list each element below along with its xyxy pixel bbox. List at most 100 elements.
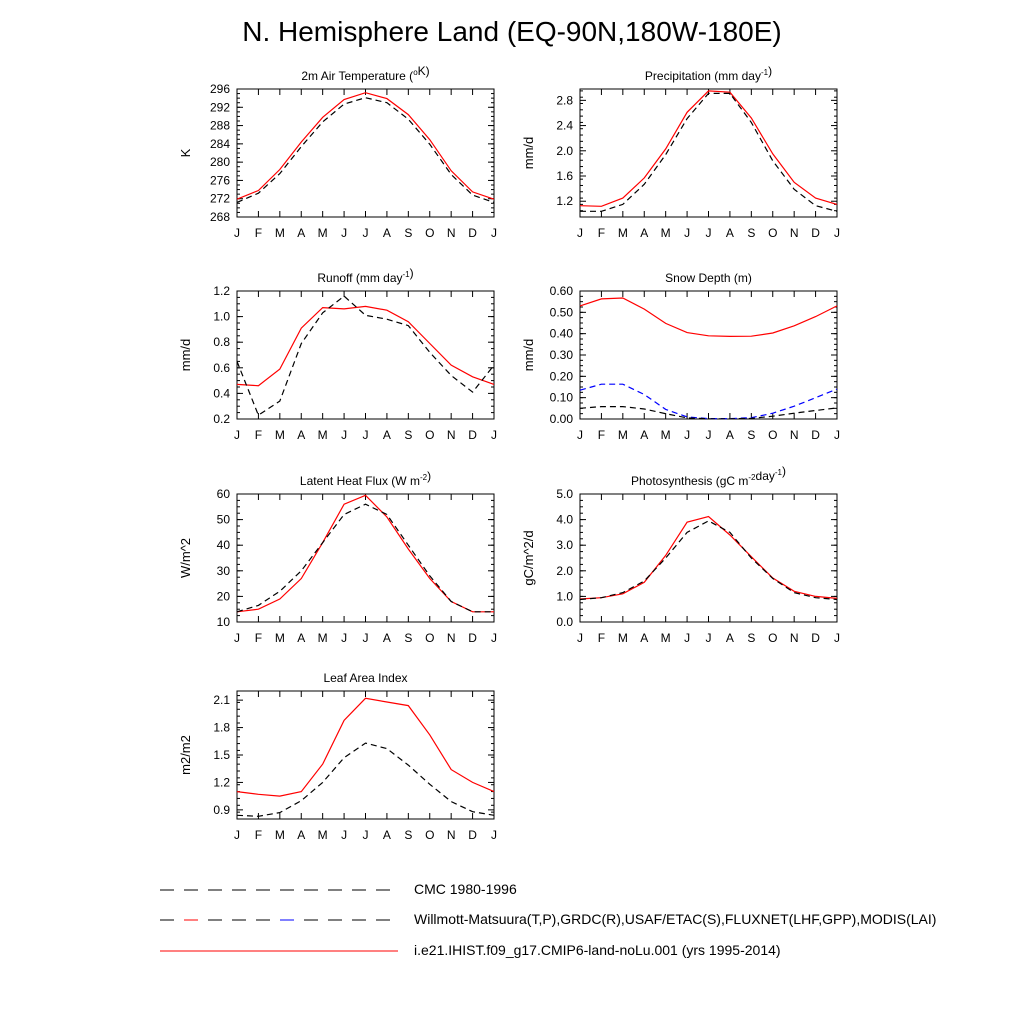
y-tick-label: 296 bbox=[210, 82, 230, 96]
x-tick-label: M bbox=[661, 226, 671, 240]
series-line-1 bbox=[236, 503, 494, 613]
y-tick-label: 3.0 bbox=[556, 538, 573, 552]
x-tick-label: O bbox=[425, 226, 434, 240]
chart-panel-5: J F M A M J J A S O N D J0.01.02.03.04.05.0gC/m^2/dP… bbox=[521, 464, 840, 645]
x-tick-label: O bbox=[425, 828, 434, 842]
y-tick-label: 288 bbox=[210, 119, 230, 133]
y-tick-label: 1.2 bbox=[556, 194, 573, 208]
series-line-0 bbox=[579, 515, 838, 600]
x-tick-label: D bbox=[811, 428, 820, 442]
legend-swatch-cmc bbox=[160, 889, 390, 891]
x-tick-label: M bbox=[318, 226, 328, 240]
x-tick-label: A bbox=[640, 226, 648, 240]
y-tick-label: 2.4 bbox=[556, 119, 573, 133]
x-tick-label: D bbox=[468, 631, 477, 645]
y-axis-label: m2/m2 bbox=[178, 735, 193, 775]
series-line-0 bbox=[236, 92, 495, 200]
x-tick-label: F bbox=[598, 226, 605, 240]
x-tick-label: J bbox=[234, 428, 240, 442]
y-tick-label: 0.50 bbox=[550, 305, 574, 319]
chart-panel-2: J F M A M J J A S O N D J0.20.40.60.81.01.2mm/dRunof… bbox=[178, 266, 497, 442]
chart-panel-3: J F M A M J J A S O N D J0.000.100.200.300.400.500.6… bbox=[521, 271, 840, 442]
y-tick-label: 1.2 bbox=[213, 775, 230, 789]
y-tick-label: 268 bbox=[210, 210, 230, 224]
x-tick-label: S bbox=[747, 631, 755, 645]
x-tick-label: O bbox=[768, 226, 777, 240]
y-tick-label: 2.0 bbox=[556, 144, 573, 158]
series-line-1 bbox=[236, 295, 495, 417]
x-tick-label: D bbox=[811, 226, 820, 240]
x-tick-label: O bbox=[768, 631, 777, 645]
plot-frame bbox=[579, 493, 838, 623]
y-tick-label: 40 bbox=[217, 538, 231, 552]
x-tick-label: N bbox=[447, 631, 456, 645]
x-tick-label: O bbox=[425, 428, 434, 442]
x-tick-label: J bbox=[834, 428, 840, 442]
x-tick-label: J bbox=[491, 226, 497, 240]
x-tick-label: D bbox=[811, 631, 820, 645]
x-tick-label: A bbox=[726, 226, 734, 240]
y-axis-label: mm/d bbox=[521, 137, 536, 170]
y-tick-label: 276 bbox=[210, 173, 230, 187]
y-tick-label: 1.5 bbox=[213, 748, 230, 762]
chart-title: Photosynthesis (gC m-2day-1) bbox=[631, 464, 786, 488]
y-tick-label: 0.0 bbox=[556, 615, 573, 629]
x-tick-label: M bbox=[318, 828, 328, 842]
x-tick-label: N bbox=[790, 428, 799, 442]
x-tick-label: A bbox=[297, 631, 305, 645]
x-tick-label: J bbox=[234, 631, 240, 645]
x-tick-label: N bbox=[447, 226, 456, 240]
chart-title: Precipitation (mm day-1) bbox=[645, 64, 772, 83]
x-tick-label: S bbox=[747, 428, 755, 442]
x-tick-label: N bbox=[790, 631, 799, 645]
x-tick-label: M bbox=[618, 631, 628, 645]
y-tick-label: 0.9 bbox=[213, 803, 230, 817]
legend-swatch-model bbox=[160, 950, 398, 952]
x-tick-label: M bbox=[275, 226, 285, 240]
x-tick-label: J bbox=[834, 631, 840, 645]
x-tick-label: A bbox=[640, 631, 648, 645]
x-tick-label: S bbox=[404, 226, 412, 240]
x-tick-label: M bbox=[618, 226, 628, 240]
x-tick-label: J bbox=[684, 428, 690, 442]
y-tick-label: 60 bbox=[217, 487, 231, 501]
y-tick-label: 2.8 bbox=[556, 93, 573, 107]
x-tick-label: J bbox=[491, 428, 497, 442]
x-tick-label: S bbox=[404, 828, 412, 842]
y-tick-label: 0.60 bbox=[550, 284, 574, 298]
legend-label-observations: Willmott-Matsuura(T,P),GRDC(R),USAF/ETAC… bbox=[414, 911, 937, 927]
x-tick-label: J bbox=[341, 631, 347, 645]
y-tick-label: 0.4 bbox=[213, 386, 230, 400]
x-tick-label: A bbox=[726, 631, 734, 645]
y-tick-label: 20 bbox=[217, 589, 231, 603]
y-tick-label: 284 bbox=[210, 137, 230, 151]
plot-frame bbox=[579, 88, 838, 218]
x-tick-label: S bbox=[747, 226, 755, 240]
y-tick-label: 0.10 bbox=[550, 391, 574, 405]
x-tick-label: M bbox=[618, 428, 628, 442]
y-tick-label: 292 bbox=[210, 100, 230, 114]
x-tick-label: J bbox=[234, 226, 240, 240]
x-tick-label: N bbox=[447, 428, 456, 442]
y-axis-label: gC/m^2/d bbox=[521, 530, 536, 585]
x-tick-label: J bbox=[834, 226, 840, 240]
x-tick-label: O bbox=[768, 428, 777, 442]
x-tick-label: J bbox=[706, 226, 712, 240]
chart-title: Snow Depth (m) bbox=[665, 271, 752, 285]
x-tick-label: F bbox=[255, 226, 262, 240]
y-tick-label: 1.0 bbox=[556, 589, 573, 603]
y-tick-label: 5.0 bbox=[556, 487, 573, 501]
y-axis-label: K bbox=[178, 148, 193, 157]
legend-label-cmc: CMC 1980-1996 bbox=[414, 881, 517, 897]
x-tick-label: J bbox=[706, 631, 712, 645]
chart-title: 2m Air Temperature (oK) bbox=[301, 64, 429, 83]
x-tick-label: S bbox=[404, 428, 412, 442]
x-tick-label: D bbox=[468, 428, 477, 442]
series-line-1 bbox=[579, 383, 838, 420]
x-tick-label: M bbox=[275, 828, 285, 842]
chart-title: Latent Heat Flux (W m-2) bbox=[300, 469, 431, 488]
x-tick-label: J bbox=[491, 828, 497, 842]
x-tick-label: M bbox=[275, 428, 285, 442]
chart-title: Runoff (mm day-1) bbox=[317, 266, 413, 285]
